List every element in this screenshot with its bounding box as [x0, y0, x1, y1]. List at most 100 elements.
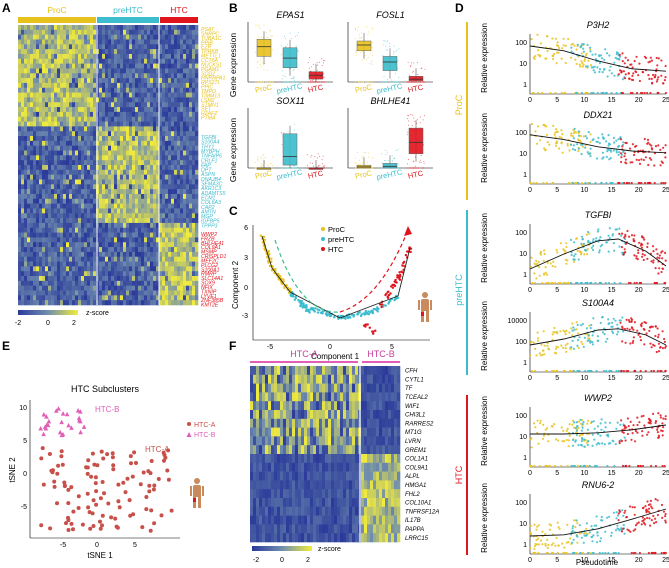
heatmap-a-cell	[138, 25, 142, 31]
heatmap-a-cell	[129, 121, 133, 127]
boxplot-point	[420, 159, 421, 161]
trajectory-cell	[362, 324, 366, 327]
heatmap-a-cell	[156, 92, 160, 98]
heatmap-a-cell	[120, 285, 124, 291]
heatmap-a-cell	[129, 213, 133, 219]
heatmap-a-cell	[42, 222, 46, 229]
heatmap-a-cell	[111, 111, 115, 118]
heatmap-a-cell	[123, 44, 127, 50]
heatmap-a-cell	[195, 165, 199, 171]
heatmap-a-cell	[36, 242, 40, 248]
pseudotime-point	[591, 53, 594, 56]
heatmap-a-cell	[84, 174, 88, 180]
heatmap-a-cell	[183, 107, 187, 113]
heatmap-a-cell	[84, 102, 88, 108]
heatmap-a-cell	[27, 63, 31, 69]
heatmap-a-cell	[105, 227, 109, 233]
boxplot-point	[367, 33, 369, 35]
heatmap-a-cell	[192, 150, 196, 156]
heatmap-a-cell	[39, 145, 43, 151]
heatmap-a-cell	[36, 203, 40, 209]
heatmap-a-cell	[189, 150, 193, 156]
heatmap-a-cell	[111, 165, 115, 171]
heatmap-a-cell	[27, 97, 31, 103]
heatmap-a-cell	[168, 242, 172, 248]
heatmap-a-cell	[30, 131, 34, 137]
heatmap-a-cell	[69, 208, 73, 214]
heatmap-a-cell	[117, 121, 121, 127]
heatmap-a-cell	[159, 63, 163, 69]
heatmap-a-cell	[129, 256, 133, 262]
heatmap-a-cell	[72, 179, 76, 185]
heatmap-a-cell	[114, 49, 118, 55]
heatmap-a-cell	[105, 39, 109, 45]
heatmap-a-cell	[147, 227, 151, 233]
boxplot-point	[365, 152, 367, 154]
heatmap-a-cell	[33, 121, 37, 127]
heatmap-a-cell	[111, 44, 115, 50]
heatmap-a-cell	[153, 198, 157, 204]
heatmap-a-cell	[129, 97, 133, 103]
heatmap-a-cell	[129, 39, 133, 45]
boxplot-point	[368, 156, 370, 158]
boxplot-point	[284, 167, 286, 169]
heatmap-a-cell	[81, 189, 85, 195]
heatmap-a-cell	[45, 155, 49, 161]
pseudotime-point	[553, 53, 556, 56]
heatmap-a-cell	[150, 68, 154, 74]
heatmap-a-cell	[195, 58, 199, 64]
heatmap-a-cell	[162, 78, 166, 84]
heatmap-a-cell	[147, 300, 151, 306]
heatmap-a-cell	[81, 53, 85, 60]
heatmap-a-cell	[156, 25, 160, 31]
heatmap-a-cell	[36, 261, 40, 267]
heatmap-a-cell	[75, 290, 79, 296]
heatmap-a-cell	[123, 73, 127, 79]
heatmap-a-cell	[60, 198, 64, 204]
heatmap-a-cell	[147, 290, 151, 296]
heatmap-a-cell	[87, 58, 91, 64]
heatmap-a-cell	[138, 53, 142, 60]
heatmap-a-cell	[63, 247, 67, 253]
heatmap-a-cell	[21, 53, 25, 60]
heatmap-a-cell	[150, 271, 154, 277]
boxplot-gene-title: FOSL1	[376, 10, 405, 20]
heatmap-a-cell	[27, 198, 31, 204]
heatmap-a-cell	[27, 232, 31, 238]
heatmap-a-cell	[72, 290, 76, 296]
heatmap-a-cell	[93, 44, 97, 50]
heatmap-a-cell	[51, 87, 55, 93]
heatmap-a-cell	[162, 266, 166, 272]
heatmap-a-cell	[129, 251, 133, 258]
heatmap-a-cell	[120, 169, 124, 175]
heatmap-a-cell	[159, 222, 163, 229]
heatmap-a-cell	[120, 73, 124, 79]
heatmap-a-cell	[45, 78, 49, 84]
heatmap-a-cell	[171, 53, 175, 60]
heatmap-a-cell	[180, 126, 184, 132]
heatmap-a-cell	[69, 145, 73, 151]
heatmap-a-cell	[180, 145, 184, 151]
heatmap-a-cell	[105, 87, 109, 93]
heatmap-a-cell	[48, 160, 52, 166]
heatmap-a-cell	[135, 295, 139, 301]
heatmap-a-cell	[57, 131, 61, 137]
heatmap-a-cell	[105, 247, 109, 253]
heatmap-a-cell	[36, 116, 40, 122]
heatmap-a-cell	[108, 198, 112, 204]
boxplot-point	[355, 28, 356, 30]
heatmap-a-cell	[102, 266, 106, 272]
pseudotime-point	[579, 65, 582, 68]
heatmap-a-cell	[75, 63, 79, 69]
heatmap-a-cell	[168, 116, 172, 122]
heatmap-a-cell	[84, 87, 88, 93]
boxplot-point	[287, 131, 289, 133]
heatmap-a-cell	[117, 58, 121, 64]
heatmap-a-cell	[180, 285, 184, 291]
heatmap-a-gene-label: TPRKB	[201, 49, 219, 55]
heatmap-a-cell	[180, 92, 184, 98]
heatmap-a-cell	[27, 39, 31, 45]
heatmap-a-cell	[96, 232, 100, 238]
heatmap-a-cell	[45, 198, 49, 204]
heatmap-a-cell	[180, 87, 184, 93]
